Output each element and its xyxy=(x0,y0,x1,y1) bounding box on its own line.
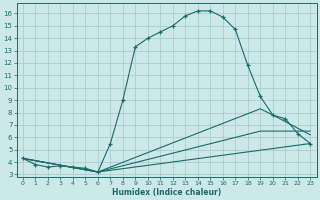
X-axis label: Humidex (Indice chaleur): Humidex (Indice chaleur) xyxy=(112,188,221,197)
